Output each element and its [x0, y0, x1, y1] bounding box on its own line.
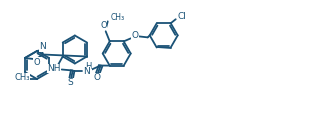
Text: S: S: [68, 78, 74, 87]
Text: O: O: [34, 58, 40, 67]
Text: CH₃: CH₃: [111, 13, 125, 22]
Text: N: N: [40, 42, 46, 51]
Text: Cl: Cl: [177, 12, 186, 21]
Text: O: O: [131, 31, 138, 40]
Text: O: O: [100, 21, 107, 30]
Text: CH₃: CH₃: [14, 73, 30, 82]
Text: N: N: [83, 67, 90, 76]
Text: O: O: [93, 73, 100, 82]
Text: H: H: [86, 62, 92, 71]
Text: NH: NH: [47, 64, 61, 73]
